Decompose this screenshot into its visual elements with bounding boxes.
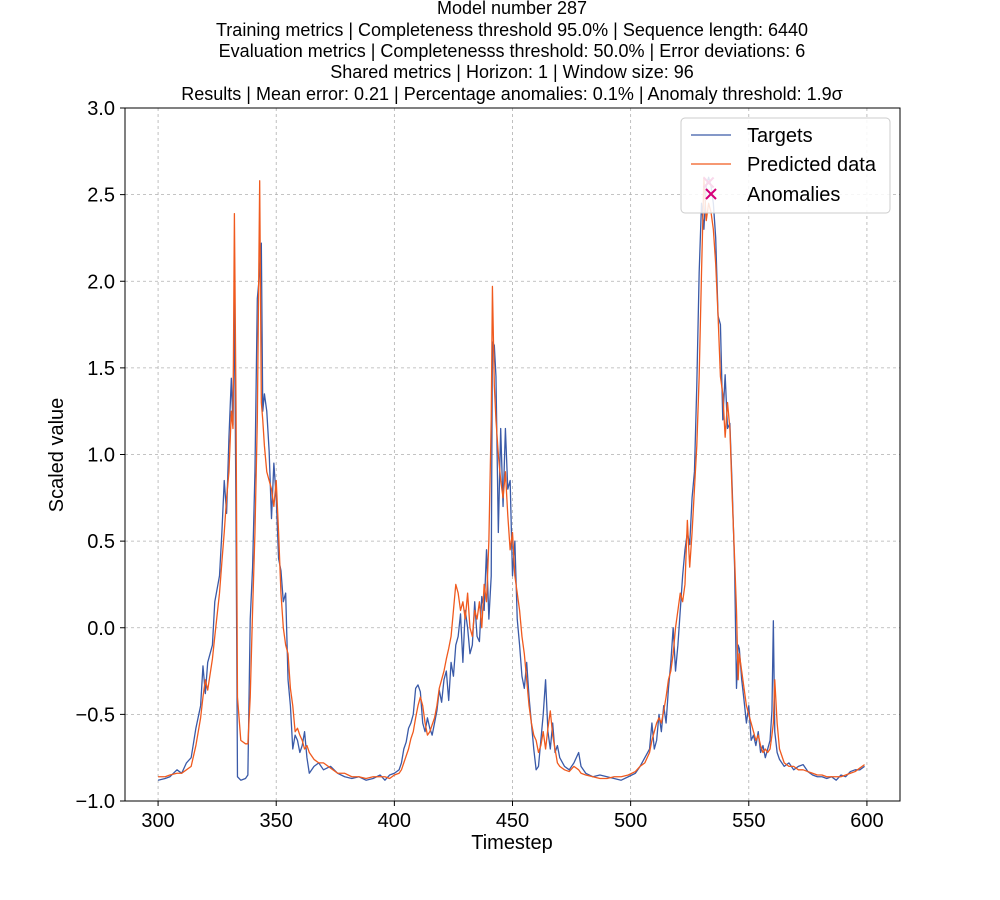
legend-targets-label: Targets [747,125,813,147]
legend-anomaly-x [705,188,717,200]
grid [125,107,900,802]
y-tick-label: 0.5 [87,531,115,553]
y-tick-label: 2.5 [87,185,115,207]
y-tick-label: 2.0 [87,271,115,293]
x-axis-label: Timestep [471,832,553,854]
x-tick-label: 300 [141,810,174,832]
legend-predicted-label: Predicted data [747,154,877,176]
title-line-1: Model number 287 [437,0,587,18]
y-axis-label: Scaled value [46,398,68,513]
y-tick-label: 1.0 [87,445,115,467]
legend-anomalies-label: Anomalies [747,184,840,206]
legend: Targets Predicted data Anomalies [680,117,891,214]
series-layer [157,176,865,781]
x-tick-label: 550 [732,810,765,832]
title-line-3: Evaluation metrics | Completenesss thres… [219,41,806,61]
targets-line [157,176,865,781]
x-tick-label: 600 [850,810,883,832]
title-line-4: Shared metrics | Horizon: 1 | Window siz… [330,62,694,82]
y-tick-label: 1.5 [87,358,115,380]
chart-title: Model number 287 Training metrics | Comp… [181,0,842,104]
x-tick-label: 350 [260,810,293,832]
predicted-line [158,176,865,780]
legend-box [680,117,891,214]
title-line-5: Results | Mean error: 0.21 | Percentage … [181,84,842,104]
title-line-2: Training metrics | Completeness threshol… [216,20,808,40]
x-tick-label: 500 [614,810,647,832]
x-tick-label: 450 [496,810,529,832]
legend-anomalies-marker [705,188,717,200]
y-tick-label: 3.0 [87,98,115,120]
y-tick-label: 0.0 [87,618,115,640]
y-tick-label: −0.5 [76,704,115,726]
y-tick-label: −1.0 [76,791,115,813]
ticks: 300 350 400 450 500 550 600 −1.0 −0.5 0.0 0.5 1.0 1.… [76,98,884,832]
x-tick-label: 400 [378,810,411,832]
